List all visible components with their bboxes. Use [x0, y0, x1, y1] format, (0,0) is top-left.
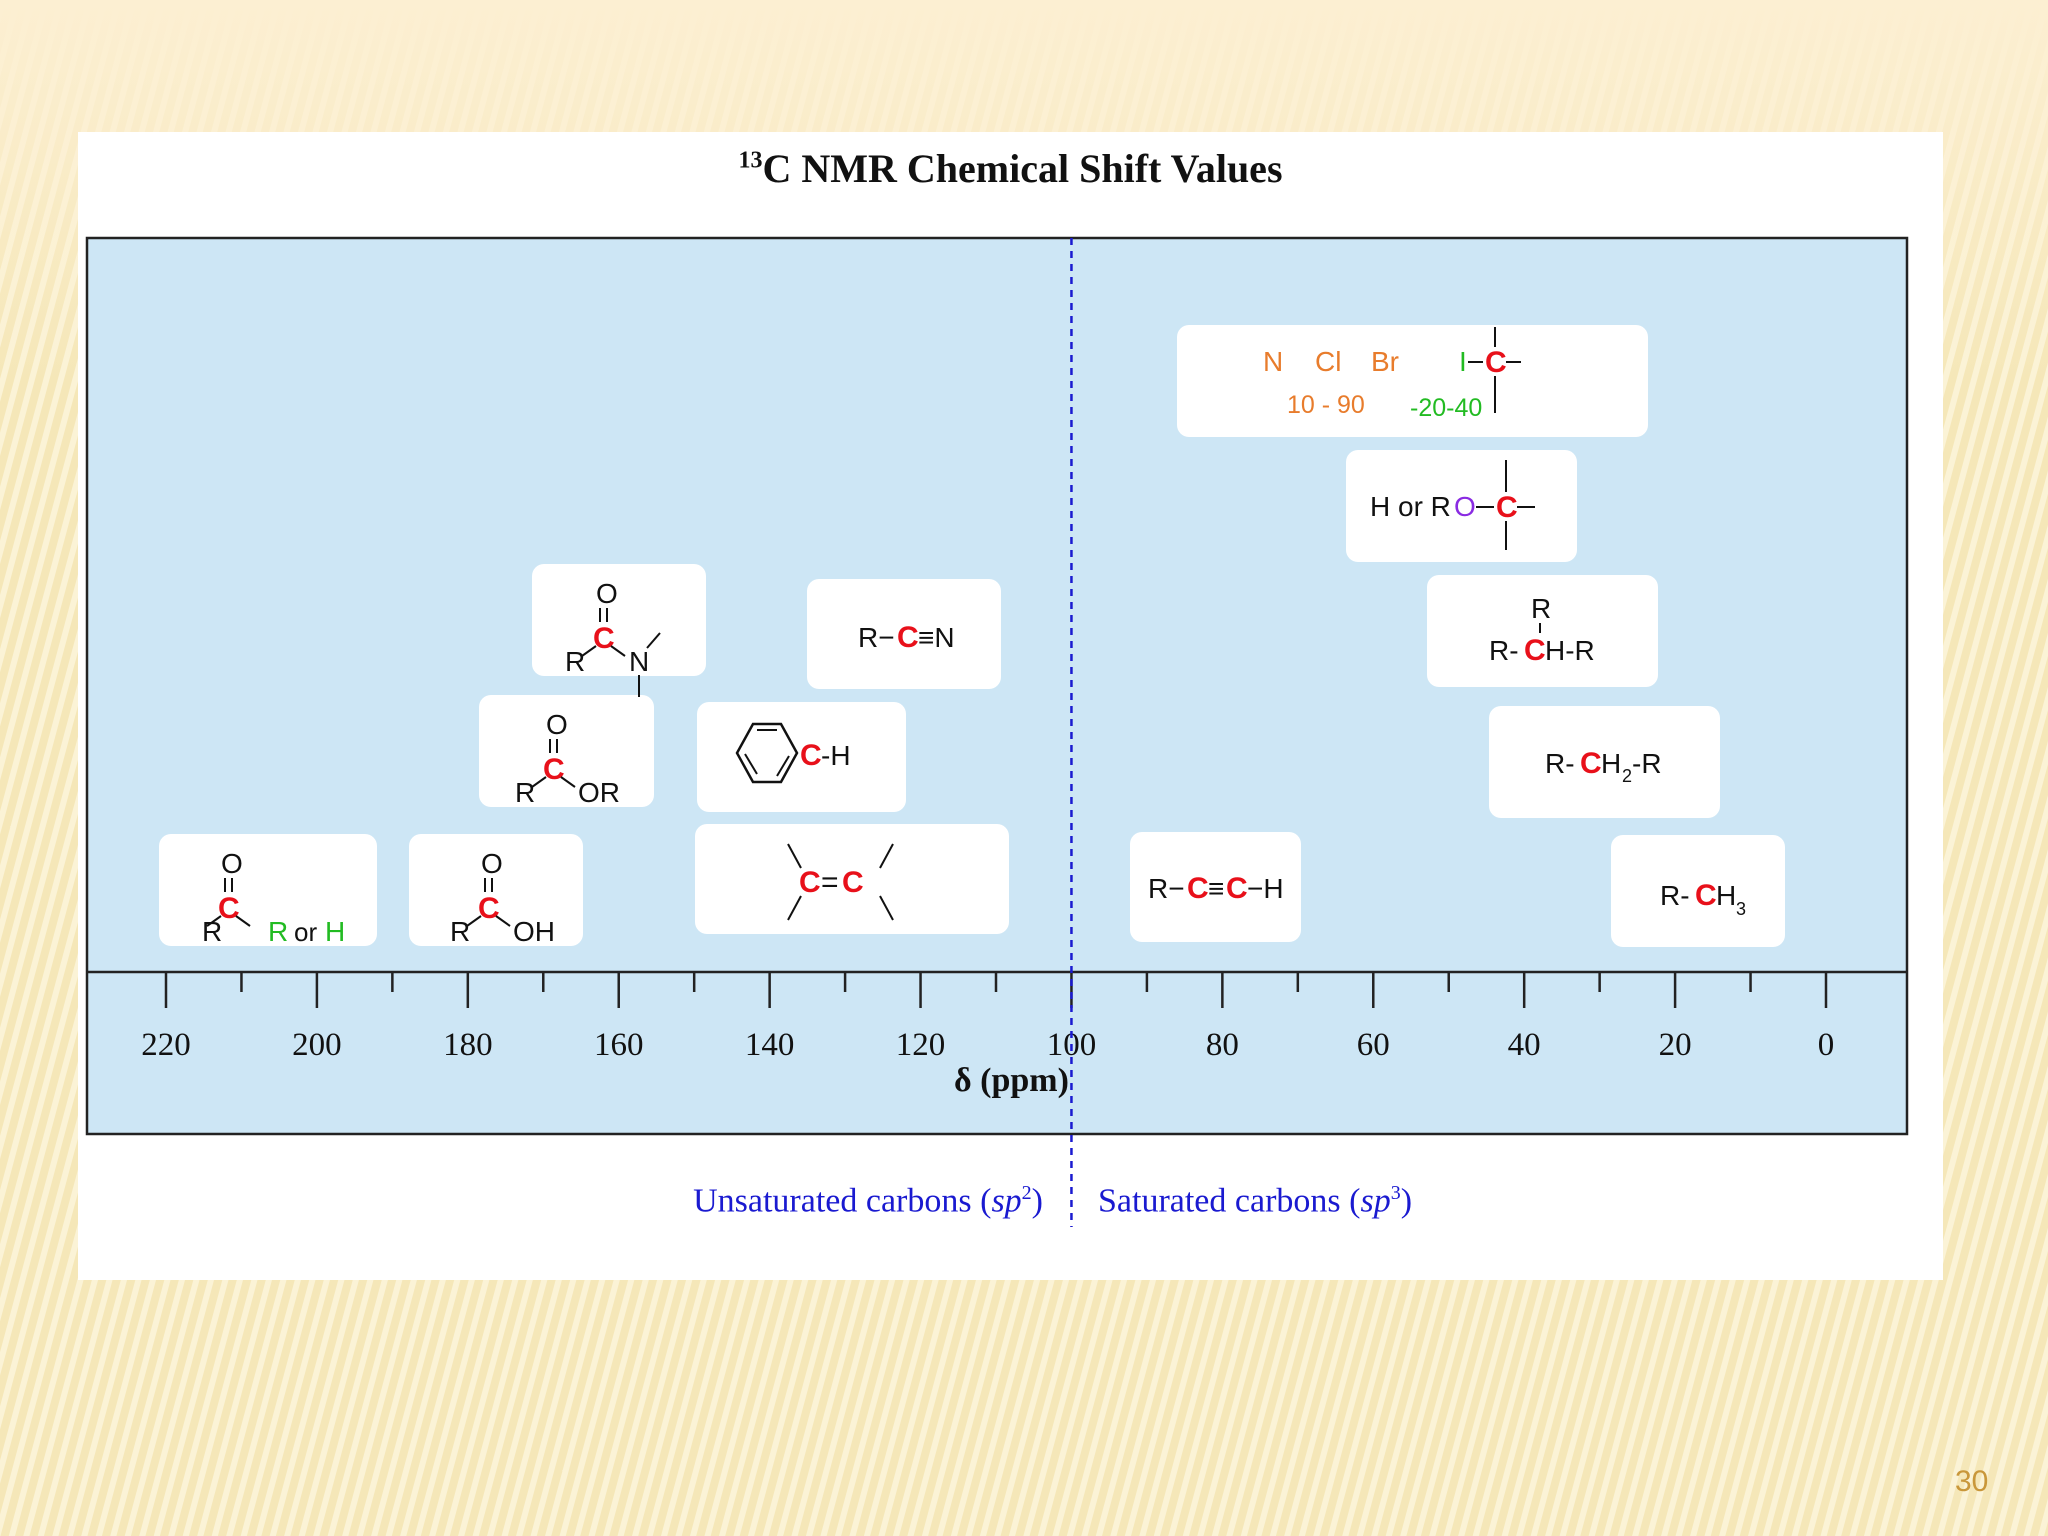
nitrile-R: R−: [858, 622, 895, 653]
methyl-sub: 3: [1736, 899, 1746, 919]
tick-label: 0: [1818, 1027, 1835, 1063]
ether-C: C: [1496, 491, 1518, 524]
alkene-eq: =: [821, 866, 839, 899]
ester-O: O: [546, 709, 568, 740]
region-left-close: ): [1031, 1182, 1043, 1220]
halide-Cl: Cl: [1315, 346, 1341, 377]
acid-O: O: [481, 848, 503, 879]
acid-C: C: [478, 892, 500, 925]
ketone-C: C: [218, 892, 240, 925]
nitrile-N: ≡N: [918, 622, 955, 653]
amide-O: O: [596, 578, 618, 609]
methyl-C: C: [1695, 879, 1717, 912]
methylene-H: H: [1601, 748, 1621, 779]
card-alkene: C = C: [695, 824, 1009, 934]
methine-Rtop: R: [1531, 593, 1551, 624]
tick-label: 220: [141, 1027, 191, 1063]
tick-label: 120: [896, 1027, 946, 1063]
nmr-figure: 13C NMR Chemical Shift Values 220 200 180 1…: [78, 132, 1943, 1280]
acid-R: R: [450, 916, 470, 946]
halide-N: N: [1263, 346, 1283, 377]
halide-I: I: [1459, 346, 1467, 377]
x-axis-label: δ (ppm): [953, 1062, 1069, 1099]
ketone-H: H: [325, 916, 345, 946]
halide-C: C: [1485, 346, 1507, 379]
card-carboxylic-acid: O C R OH: [409, 834, 583, 946]
card-methyl: R- C H 3: [1611, 835, 1785, 947]
alkyne-H: −H: [1247, 873, 1284, 904]
methine-C: C: [1524, 634, 1546, 667]
methylene-left: R-: [1545, 748, 1575, 779]
alkyne-R: R−: [1148, 873, 1185, 904]
methylene-right: -R: [1632, 748, 1662, 779]
card-amide: O C R N: [532, 564, 706, 697]
amide-C: C: [593, 622, 615, 655]
card-ether-alcohol: H or R O C: [1346, 450, 1577, 562]
card-nitrile: R− C ≡N: [807, 579, 1001, 689]
halide-range2: -20-40: [1410, 394, 1482, 422]
title-text: C NMR Chemical Shift Values: [762, 146, 1283, 191]
tick-label: 20: [1659, 1027, 1692, 1063]
card-ketone-aldehyde: O C R R or H: [159, 834, 377, 946]
card-alkyne: R− C ≡ C −H: [1130, 832, 1301, 942]
region-right-sup: 3: [1390, 1182, 1401, 1204]
alkyne-C2: C: [1226, 872, 1248, 905]
figure-title: 13C NMR Chemical Shift Values: [78, 145, 1943, 192]
methylene-C: C: [1580, 747, 1602, 780]
nitrile-C: C: [897, 621, 919, 654]
aromatic-C: C: [800, 739, 822, 772]
title-superscript: 13: [738, 147, 763, 174]
tick-label: 160: [594, 1027, 644, 1063]
region-label-unsaturated: Unsaturated carbons (sp2): [693, 1182, 1043, 1220]
amide-R: R: [565, 646, 585, 677]
card-methylene: R- C H 2 -R: [1489, 706, 1720, 818]
ketone-O: O: [221, 848, 243, 879]
methylene-sub: 2: [1622, 766, 1632, 786]
methine-left: R-: [1489, 635, 1519, 666]
region-right-text: Saturated carbons (: [1098, 1182, 1361, 1220]
alkyne-C1: C: [1187, 872, 1209, 905]
ester-C: C: [543, 753, 565, 786]
amide-N: N: [629, 646, 649, 677]
card-halide: N Cl Br 10 - 90 I C -20-40: [1177, 325, 1648, 437]
tick-label: 140: [745, 1027, 795, 1063]
tick-label: 40: [1508, 1027, 1541, 1063]
acid-OH: OH: [513, 916, 555, 946]
ether-HorR: H or R: [1370, 491, 1451, 522]
region-label-saturated: Saturated carbons (sp3): [1098, 1182, 1412, 1220]
region-right-close: ): [1400, 1182, 1413, 1220]
tick-label: 200: [292, 1027, 342, 1063]
alkene-C1: C: [799, 866, 821, 899]
ketone-R: R: [202, 916, 222, 946]
x-axis-ticks: 220 200 180 160 140 120 100 80 60 40 20 0: [141, 972, 1834, 1063]
region-left-text: Unsaturated carbons (: [693, 1182, 992, 1220]
region-right-italic: sp: [1360, 1182, 1391, 1220]
ketone-R2: R: [268, 916, 288, 946]
card-methine: R R- C H-R: [1427, 575, 1658, 687]
alkyne-tb: ≡: [1208, 873, 1224, 904]
ester-R: R: [515, 777, 535, 807]
tick-label: 60: [1357, 1027, 1390, 1063]
page-number: 30: [1955, 1465, 1989, 1498]
card-ester: O C R OR: [479, 695, 654, 807]
halide-Br: Br: [1371, 346, 1399, 377]
tick-label: 80: [1206, 1027, 1239, 1063]
alkene-C2: C: [842, 866, 864, 899]
aromatic-H: -H: [821, 740, 851, 771]
methine-right: H-R: [1545, 635, 1595, 666]
card-aromatic: C -H: [697, 702, 906, 812]
methyl-H: H: [1716, 880, 1736, 911]
region-left-italic: sp: [991, 1182, 1022, 1220]
region-left-sup: 2: [1021, 1182, 1032, 1204]
ether-O: O: [1454, 491, 1476, 522]
halide-range1: 10 - 90: [1287, 391, 1365, 419]
tick-label: 180: [443, 1027, 493, 1063]
ester-OR: OR: [578, 777, 620, 807]
ketone-or: or: [294, 917, 317, 946]
methyl-left: R-: [1660, 880, 1690, 911]
